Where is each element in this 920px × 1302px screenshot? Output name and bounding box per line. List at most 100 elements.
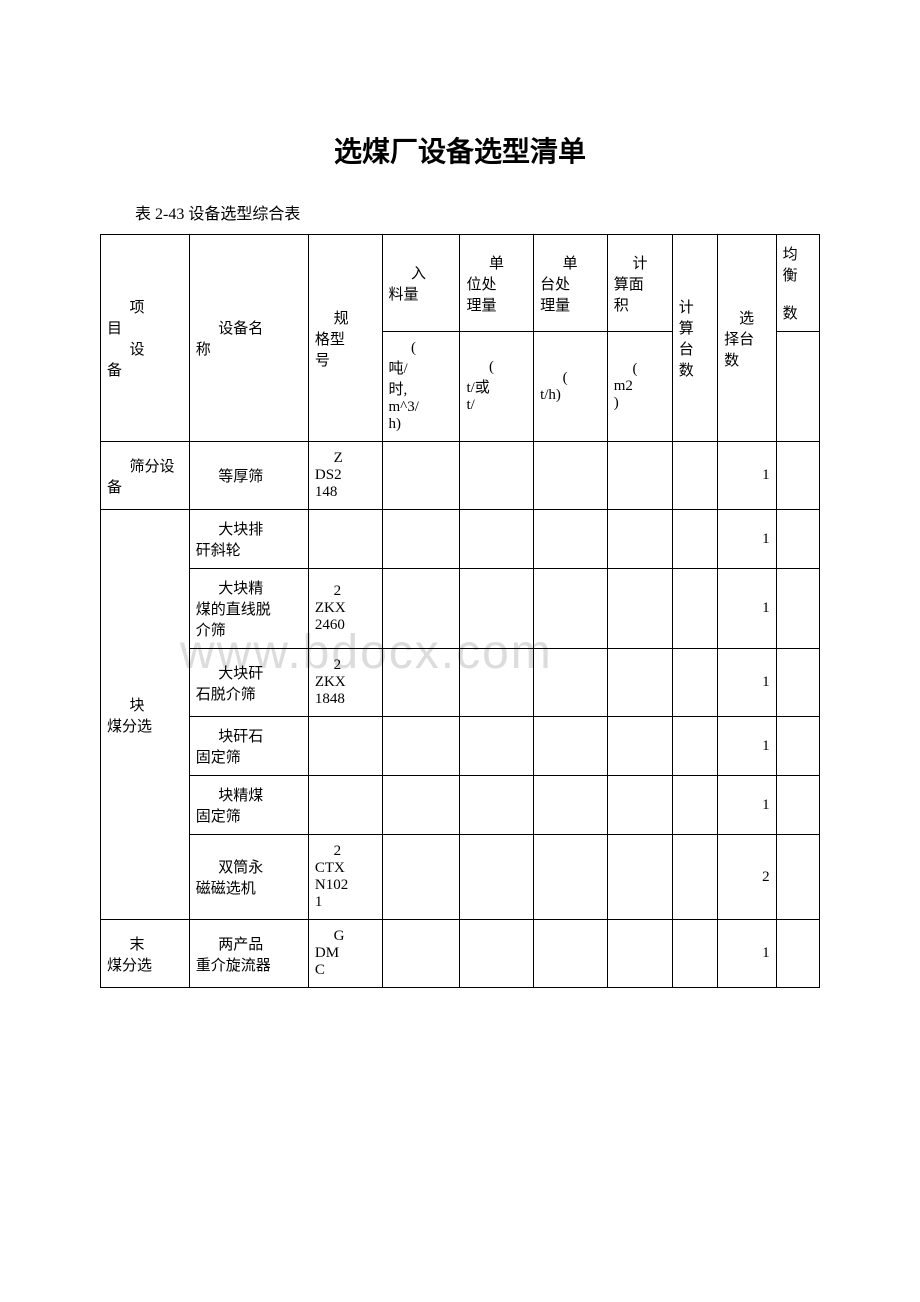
model-cell: 2ZKX2460 <box>308 569 382 649</box>
c7-cell <box>607 920 672 988</box>
page-title: 选煤厂设备选型清单 <box>100 130 820 170</box>
c10-cell <box>776 835 819 920</box>
model-cell: 2CTXN1021 <box>308 835 382 920</box>
c6-cell <box>534 569 608 649</box>
c5-cell <box>460 776 534 835</box>
count-cell: 1 <box>718 649 776 717</box>
name-cell: 两产品重介旋流器 <box>189 920 308 988</box>
name-cell: 块精煤固定筛 <box>189 776 308 835</box>
c10-cell <box>776 920 819 988</box>
c10-cell <box>776 569 819 649</box>
c6-cell <box>534 649 608 717</box>
c10-cell <box>776 442 819 510</box>
header-unit-1: (吨/时,m^3/h) <box>382 332 460 442</box>
model-cell: GDMC <box>308 920 382 988</box>
c7-cell <box>607 649 672 717</box>
c10-cell <box>776 510 819 569</box>
name-cell: 等厚筛 <box>189 442 308 510</box>
header-calc-count: 计算台数 <box>672 235 717 442</box>
model-cell: ZDS2148 <box>308 442 382 510</box>
c4-cell <box>382 717 460 776</box>
header-unit-3: (t/h) <box>534 332 608 442</box>
c5-cell <box>460 510 534 569</box>
count-cell: 1 <box>718 920 776 988</box>
category-cell: 末煤分选 <box>101 920 190 988</box>
c6-cell <box>534 717 608 776</box>
table-row: 块矸石固定筛 1 <box>101 717 820 776</box>
header-equipment-name: 设备名称 <box>189 235 308 442</box>
model-cell <box>308 510 382 569</box>
header-category: 项目 设备 <box>101 235 190 442</box>
c8-cell <box>672 717 717 776</box>
name-cell: 大块矸石脱介筛 <box>189 649 308 717</box>
header-calc-area: 计算面积 <box>607 235 672 332</box>
c7-cell <box>607 569 672 649</box>
c6-cell <box>534 835 608 920</box>
category-cell: 筛分设备 <box>101 442 190 510</box>
c5-cell <box>460 920 534 988</box>
count-cell: 1 <box>718 776 776 835</box>
c5-cell <box>460 717 534 776</box>
c10-cell <box>776 649 819 717</box>
c5-cell <box>460 649 534 717</box>
c6-cell <box>534 776 608 835</box>
name-cell: 大块排矸斜轮 <box>189 510 308 569</box>
header-unit-5 <box>776 332 819 442</box>
name-cell: 块矸石固定筛 <box>189 717 308 776</box>
equipment-table: 项目 设备 设备名称 规格型号 入料量 单位处理量 单台处理量 计算面积 计算台… <box>100 234 820 988</box>
header-balance: 均衡数 <box>776 235 819 332</box>
c8-cell <box>672 569 717 649</box>
c5-cell <box>460 569 534 649</box>
name-cell: 双筒永磁磁选机 <box>189 835 308 920</box>
header-row-1: 项目 设备 设备名称 规格型号 入料量 单位处理量 单台处理量 计算面积 计算台… <box>101 235 820 332</box>
c6-cell <box>534 442 608 510</box>
header-unit-4: (m2) <box>607 332 672 442</box>
table-caption: 表 2-43 设备选型综合表 <box>135 200 820 224</box>
header-select-count: 选择台数 <box>718 235 776 442</box>
c7-cell <box>607 510 672 569</box>
c7-cell <box>607 442 672 510</box>
table-row: 大块精煤的直线脱介筛 2ZKX2460 1 <box>101 569 820 649</box>
table-row: 块精煤固定筛 1 <box>101 776 820 835</box>
count-cell: 2 <box>718 835 776 920</box>
count-cell: 1 <box>718 717 776 776</box>
c7-cell <box>607 776 672 835</box>
c10-cell <box>776 776 819 835</box>
table-row: 大块矸石脱介筛 2ZKX1848 1 <box>101 649 820 717</box>
name-cell: 大块精煤的直线脱介筛 <box>189 569 308 649</box>
model-cell <box>308 717 382 776</box>
count-cell: 1 <box>718 569 776 649</box>
c8-cell <box>672 510 717 569</box>
table-row: 块煤分选 大块排矸斜轮 1 <box>101 510 820 569</box>
c4-cell <box>382 835 460 920</box>
c4-cell <box>382 510 460 569</box>
table-row: 双筒永磁磁选机 2CTXN1021 2 <box>101 835 820 920</box>
header-unit-2: (t/或t/ <box>460 332 534 442</box>
c4-cell <box>382 776 460 835</box>
c10-cell <box>776 717 819 776</box>
model-cell: 2ZKX1848 <box>308 649 382 717</box>
header-input-amount: 入料量 <box>382 235 460 332</box>
count-cell: 1 <box>718 442 776 510</box>
c8-cell <box>672 835 717 920</box>
c5-cell <box>460 835 534 920</box>
category-cell: 块煤分选 <box>101 510 190 920</box>
header-model: 规格型号 <box>308 235 382 442</box>
table-row: 筛分设备 等厚筛 ZDS2148 1 <box>101 442 820 510</box>
c6-cell <box>534 510 608 569</box>
c4-cell <box>382 569 460 649</box>
c8-cell <box>672 776 717 835</box>
c8-cell <box>672 442 717 510</box>
c6-cell <box>534 920 608 988</box>
c7-cell <box>607 717 672 776</box>
c4-cell <box>382 920 460 988</box>
c5-cell <box>460 442 534 510</box>
c7-cell <box>607 835 672 920</box>
c4-cell <box>382 442 460 510</box>
c4-cell <box>382 649 460 717</box>
c8-cell <box>672 920 717 988</box>
header-unit-process: 单位处理量 <box>460 235 534 332</box>
header-single-process: 单台处理量 <box>534 235 608 332</box>
count-cell: 1 <box>718 510 776 569</box>
table-row: 末煤分选 两产品重介旋流器 GDMC 1 <box>101 920 820 988</box>
